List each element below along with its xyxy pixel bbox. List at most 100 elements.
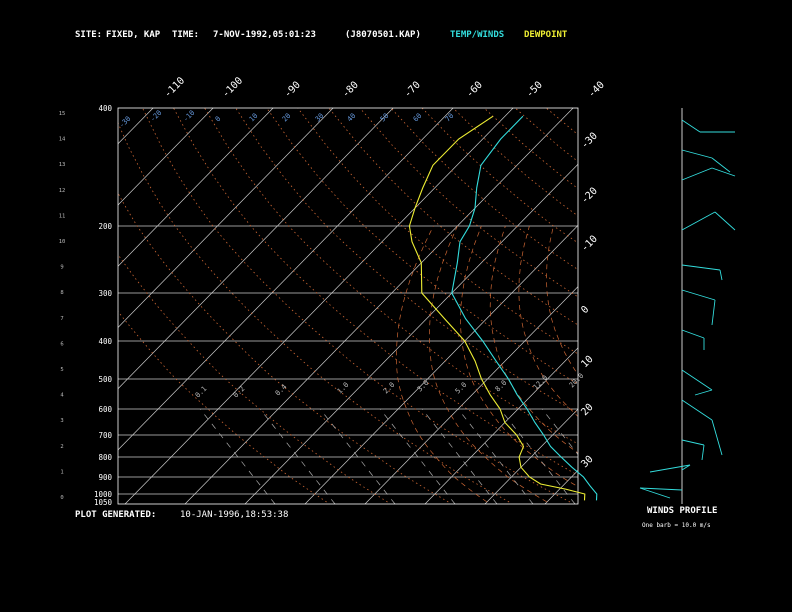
wind-barb-flag: [694, 389, 713, 396]
mixing-ratio-line: [199, 408, 276, 504]
plot-generated-value: 10-JAN-1996,18:53:38: [180, 510, 289, 520]
mixing-ratio-label: 2.0: [382, 381, 397, 396]
barb-note: One barb = 10.0 m/s: [642, 522, 711, 529]
isotherm-line: [124, 108, 514, 504]
moist-adiabat: [489, 225, 578, 454]
wind-barb-flag: [701, 444, 705, 461]
pressure-tick-label: 500: [98, 375, 112, 384]
mixing-ratio-label: 12.0: [532, 374, 550, 392]
site-value: FIXED, KAP: [106, 30, 161, 40]
mixing-ratio-label: 3.0: [416, 379, 431, 394]
pressure-tick-label: 800: [98, 453, 112, 462]
isotherm-line: [118, 108, 154, 145]
pressure-tick-label: 300: [98, 289, 112, 298]
wind-barb: [681, 464, 691, 471]
mixing-ratio-line: [319, 408, 396, 504]
altitude-tick-label: 9: [60, 265, 63, 271]
skew-temp-label-top: -110: [162, 75, 187, 100]
dry-adiabat: [266, 108, 578, 385]
plot-generated-label: PLOT GENERATED:: [75, 510, 157, 520]
legend-temp: TEMP/WINDS: [450, 30, 505, 40]
skew-temp-label-right: 0: [579, 304, 591, 316]
dry-adiabat: [483, 108, 578, 190]
dry-adiabat: [118, 122, 510, 503]
moist-adiabat: [429, 225, 548, 503]
skew-temp-label-right: -10: [579, 234, 600, 255]
dry-adiabat-label: -30: [118, 115, 133, 130]
wind-barb: [681, 289, 716, 301]
isotherm-line: [118, 108, 334, 328]
dry-adiabat: [204, 108, 578, 445]
pressure-tick-label: 900: [98, 473, 112, 482]
dry-adiabat: [514, 108, 578, 163]
skew-temp-label-right: -20: [579, 186, 600, 207]
mixing-ratio-line: [379, 408, 456, 504]
isotherm-line: [484, 408, 578, 504]
wind-barb-flag: [719, 269, 723, 281]
skew-temp-label-top: -80: [340, 80, 361, 101]
dry-adiabat-label: 60: [412, 112, 424, 124]
sounding-id: (J8070501.KAP): [345, 30, 421, 40]
isotherm-line: [118, 108, 394, 390]
winds-profile-panel: [639, 108, 736, 504]
site-label: SITE:: [75, 30, 103, 40]
altitude-tick-label: 13: [59, 162, 66, 168]
pressure-tick-label: 1050: [94, 498, 113, 507]
dry-adiabat: [452, 108, 578, 217]
legend-dewpoint: DEWPOINT: [524, 30, 568, 40]
wind-barb: [681, 264, 721, 271]
mixing-ratio-label: 8.0: [494, 379, 509, 394]
skew-temp-label-right: 10: [579, 354, 595, 370]
isotherm-line: [364, 286, 578, 504]
wind-barb-flag: [649, 464, 691, 473]
moist-adiabat: [460, 225, 578, 488]
wind-barb-flag: [714, 211, 736, 231]
skew-temp-label-top: -40: [586, 80, 607, 101]
wind-barb: [681, 119, 701, 133]
skew-temp-label-top: -100: [220, 75, 245, 100]
pressure-tick-label: 200: [98, 222, 112, 231]
dry-adiabat: [235, 108, 578, 414]
mixing-ratio-line: [259, 408, 336, 504]
skew-temp-label-right: -30: [579, 131, 600, 152]
wind-barb: [681, 439, 705, 446]
plot-area: [118, 108, 578, 504]
skew-temp-label-top: -50: [524, 80, 545, 101]
mixing-ratio-line: [541, 408, 578, 456]
mixing-ratio-line: [499, 408, 576, 504]
sounding-series: [408, 115, 598, 501]
dry-adiabat-label: 70: [444, 112, 456, 124]
mixing-ratio-label: 0.4: [274, 383, 289, 398]
mixing-ratio-label: 0.1: [194, 385, 209, 400]
wind-barb: [681, 149, 713, 159]
altitude-tick-label: 14: [59, 137, 66, 143]
altitude-tick-label: 7: [60, 316, 63, 322]
altitude-tick-label: 12: [59, 188, 66, 194]
mixing-ratio-label: 20.0: [568, 372, 586, 390]
wind-barb: [681, 399, 713, 421]
skew-temp-label-top: -90: [282, 80, 303, 101]
wind-barb-flag: [711, 419, 723, 456]
wind-barb-flag: [711, 299, 716, 326]
wind-barb-flag: [711, 167, 736, 177]
pressure-tick-label: 400: [98, 104, 112, 113]
dry-adiabat-label: 10: [248, 112, 260, 124]
altitude-tick-label: 15: [59, 111, 66, 117]
dry-adiabat-label: 50: [379, 112, 391, 124]
mixing-ratio-label: 1.0: [336, 381, 351, 396]
moist-adiabat: [518, 225, 578, 417]
mixing-ratio-label: 5.0: [454, 381, 469, 396]
wind-barb: [681, 369, 713, 391]
dry-adiabat: [421, 108, 578, 244]
pressure-tick-label: 400: [98, 337, 112, 346]
wind-barb: [681, 329, 705, 339]
skew-temp-label-top: -60: [464, 80, 485, 101]
isotherm-line: [184, 108, 574, 504]
plot-frame: [117, 107, 579, 505]
time-label: TIME:: [172, 30, 200, 40]
dry-adiabat: [297, 108, 578, 355]
altitude-tick-label: 3: [60, 418, 63, 424]
isotherm-line: [118, 108, 214, 206]
altitude-tick-label: 10: [59, 239, 66, 245]
time-value: 7-NOV-1992,05:01:23: [213, 30, 316, 40]
